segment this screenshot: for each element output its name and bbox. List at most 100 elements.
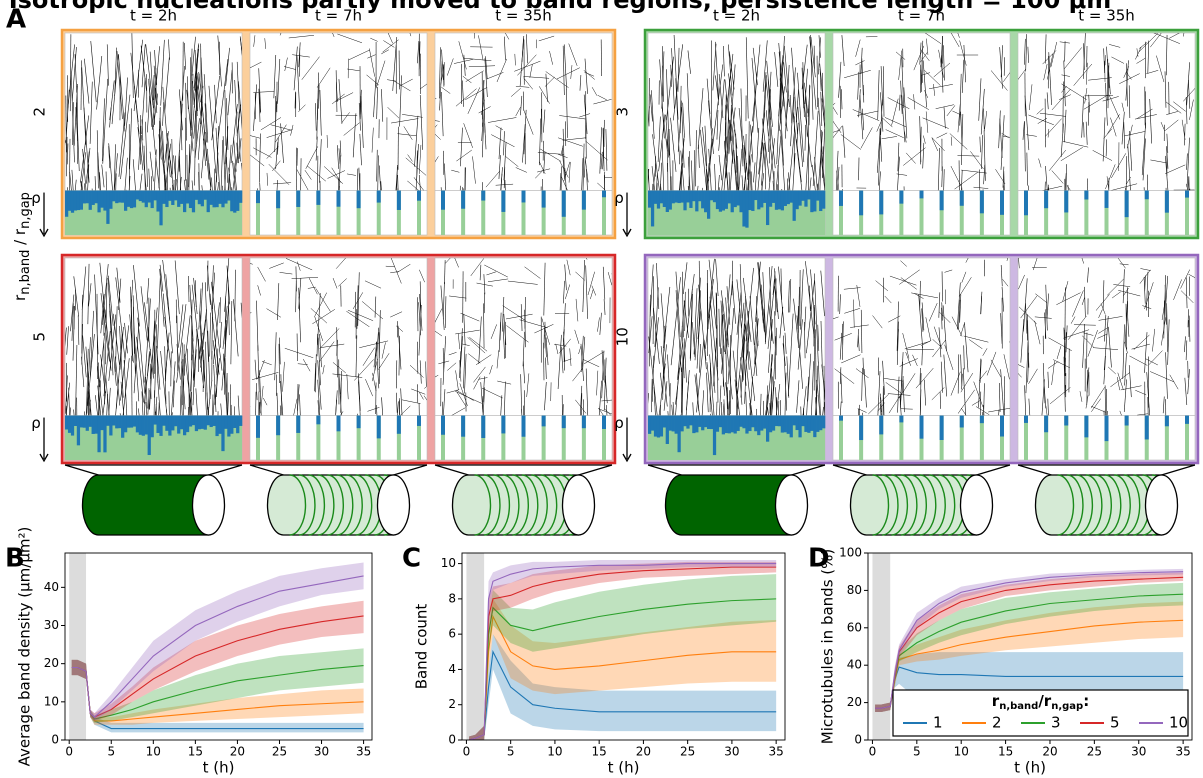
density-bar	[100, 415, 104, 431]
microtubule	[982, 348, 988, 356]
microtubule	[448, 352, 457, 356]
microtubule	[1060, 147, 1083, 161]
density-bar	[132, 190, 137, 208]
density-bar	[159, 415, 163, 436]
microtubule	[778, 266, 785, 331]
microtubule	[259, 370, 262, 416]
microtubule	[455, 88, 477, 107]
microtubule	[716, 401, 718, 416]
microtubule	[240, 38, 242, 57]
density-bar	[680, 415, 684, 432]
density-bar	[745, 415, 749, 434]
density-bar	[239, 415, 243, 426]
y-tick-label: 60	[847, 620, 862, 634]
density-bar	[695, 415, 699, 433]
microtubule	[745, 391, 747, 416]
microtubule	[562, 404, 564, 416]
microtubule	[687, 50, 691, 74]
microtubule	[460, 127, 463, 167]
microtubule	[697, 88, 704, 149]
panel-a-ylabel: rn,band / rn,gap	[11, 192, 33, 301]
microtubule	[713, 337, 717, 387]
microtubule	[765, 385, 769, 416]
microtubule	[1125, 60, 1129, 101]
microtubule	[564, 264, 567, 291]
microtubule	[1097, 333, 1108, 339]
density-bar	[668, 190, 672, 210]
microtubule	[1045, 405, 1048, 416]
microtubule	[853, 299, 855, 328]
microtubule	[1038, 158, 1042, 168]
microtubule	[214, 168, 216, 191]
microtubule	[396, 392, 398, 413]
microtubule	[704, 125, 708, 166]
text-part: / r	[11, 228, 29, 250]
microtubule	[726, 286, 731, 325]
microtubule	[1186, 137, 1190, 188]
microtubule	[728, 44, 733, 96]
cylinder-end	[959, 474, 994, 536]
band-stripe	[581, 415, 586, 460]
microtubule	[898, 373, 916, 399]
microtubule	[915, 367, 934, 389]
microtubule	[168, 39, 170, 60]
microtubule	[176, 315, 179, 372]
microtubule	[102, 391, 107, 416]
microtubule	[165, 274, 173, 354]
microtubule	[1135, 389, 1147, 396]
density-bar	[227, 190, 231, 201]
microtubule	[1070, 316, 1076, 324]
microtubule	[233, 137, 237, 172]
microtubule	[463, 123, 473, 148]
microtubule	[1147, 40, 1150, 74]
density-bar	[919, 415, 924, 439]
microtubule	[416, 150, 418, 181]
microtubule	[397, 133, 417, 137]
microtubule	[191, 180, 194, 191]
density-bar	[813, 190, 817, 212]
microtubule	[545, 71, 569, 88]
microtubule	[137, 317, 146, 394]
band-stripe	[839, 415, 843, 460]
microtubule	[837, 166, 840, 191]
microtubule	[224, 126, 229, 191]
microtubule	[144, 302, 154, 379]
microtubule	[134, 85, 140, 135]
microtubule	[258, 88, 261, 123]
density-bar	[763, 415, 767, 429]
microtubule	[860, 47, 863, 74]
microtubule	[232, 160, 236, 191]
microtubule	[253, 35, 256, 47]
band-stripe	[336, 415, 341, 460]
microtubule	[603, 357, 607, 411]
microtubule	[290, 124, 294, 136]
microtubule	[253, 91, 275, 93]
microtubule	[308, 277, 318, 295]
microtubule	[656, 172, 658, 191]
microtubule	[788, 128, 796, 191]
microtubule	[978, 358, 982, 408]
microtubule	[670, 277, 681, 366]
microtubule	[183, 179, 186, 191]
x-tick-label: 15	[998, 745, 1013, 759]
microtubule	[298, 287, 301, 311]
microtubule	[102, 98, 105, 162]
microtubule	[156, 349, 161, 390]
microtubule	[153, 390, 155, 416]
microtubule	[505, 313, 533, 320]
microtubule	[1043, 379, 1047, 409]
microtubule	[835, 150, 839, 191]
microtubule	[925, 111, 929, 133]
microtubule	[1047, 361, 1059, 369]
microtubule	[69, 172, 72, 191]
microtubule	[768, 138, 775, 191]
density-bar	[879, 190, 884, 215]
microtubule	[725, 297, 729, 346]
microtubule	[467, 87, 481, 114]
microtubule	[1047, 398, 1049, 416]
density-bar	[671, 415, 675, 432]
microtubule	[597, 317, 600, 332]
microtubule	[961, 169, 987, 174]
band-stripe	[899, 415, 904, 460]
microtubule	[220, 321, 222, 348]
